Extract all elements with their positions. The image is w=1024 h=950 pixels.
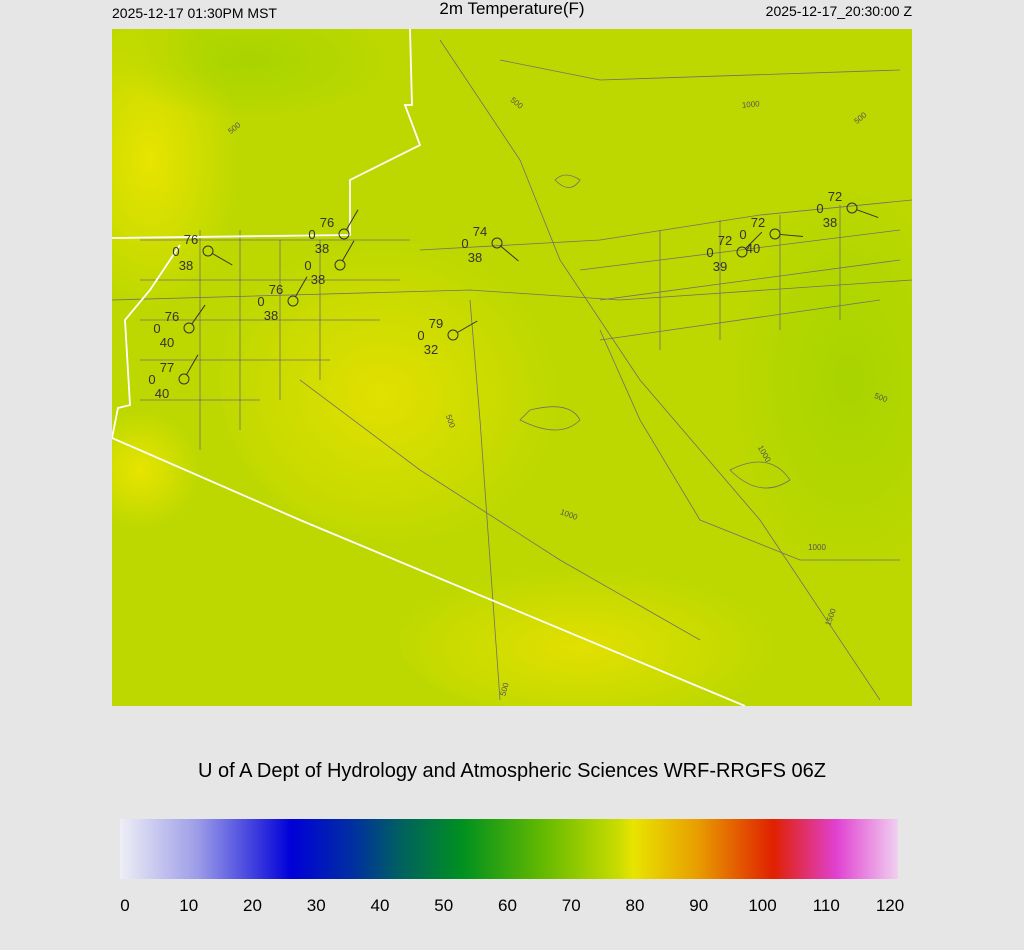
station-circle xyxy=(334,259,346,271)
station-temperature: 72 xyxy=(751,215,765,230)
valid-time-utc: 2025-12-17_20:30:00 Z xyxy=(766,3,913,19)
colorbar-tick-label: 100 xyxy=(748,896,776,915)
station-plots: 7603876038038760387604077040740387903272… xyxy=(148,189,879,401)
station-dewpoint: 38 xyxy=(179,258,193,273)
colorbar xyxy=(120,819,898,879)
valid-time-local: 2025-12-17 01:30PM MST xyxy=(112,5,277,21)
station-temperature: 77 xyxy=(160,360,174,375)
wind-staff xyxy=(191,304,206,325)
station-circle xyxy=(178,373,190,385)
station-circle xyxy=(338,228,350,240)
station-temperature: 72 xyxy=(718,233,732,248)
station-circle xyxy=(202,245,214,257)
station-dewpoint: 38 xyxy=(311,272,325,287)
station-wind: 0 xyxy=(304,258,311,273)
wind-staff xyxy=(457,320,478,333)
contour-label: 500 xyxy=(499,681,511,697)
colorbar-tick-label: 70 xyxy=(562,896,581,915)
colorbar-tick-label: 30 xyxy=(307,896,326,915)
station-temperature: 79 xyxy=(429,316,443,331)
colorbar-tick-label: 10 xyxy=(179,896,198,915)
station-dewpoint: 39 xyxy=(713,259,727,274)
station-wind: 0 xyxy=(172,244,179,259)
station-wind: 0 xyxy=(816,201,823,216)
station-dewpoint: 38 xyxy=(468,250,482,265)
wind-staff xyxy=(295,276,308,297)
station-dewpoint: 40 xyxy=(155,386,169,401)
station-temperature: 76 xyxy=(320,215,334,230)
station-circle xyxy=(736,246,748,258)
warm-area xyxy=(220,220,580,540)
colorbar-tick-label: 120 xyxy=(876,896,904,915)
wind-staff xyxy=(856,209,879,219)
colorbar-tick-label: 90 xyxy=(689,896,708,915)
wind-staff xyxy=(500,245,519,262)
colorbar-tick-label: 40 xyxy=(371,896,390,915)
station-dewpoint: 38 xyxy=(315,241,329,256)
station-temperature: 76 xyxy=(165,309,179,324)
warm-area xyxy=(400,560,800,706)
map-title: 2m Temperature(F) xyxy=(439,0,584,18)
contour-label: 1000 xyxy=(808,543,826,552)
station-wind: 0 xyxy=(148,372,155,387)
cool-area xyxy=(730,180,912,580)
wind-staff xyxy=(745,231,763,249)
wind-staff xyxy=(212,253,233,266)
contour-label: 500 xyxy=(873,391,889,404)
colorbar-tick-label: 50 xyxy=(434,896,453,915)
contour-label: 500 xyxy=(444,413,457,429)
warm-area xyxy=(112,410,200,530)
station-circle xyxy=(769,228,781,240)
station-wind: 0 xyxy=(739,227,746,242)
roads xyxy=(112,39,912,701)
station-temperature: 76 xyxy=(269,282,283,297)
borders xyxy=(112,29,746,706)
station-circle xyxy=(287,295,299,307)
station-wind: 0 xyxy=(461,236,468,251)
colorbar-tick-label: 80 xyxy=(626,896,645,915)
station-wind: 0 xyxy=(153,321,160,336)
station-dewpoint: 40 xyxy=(160,335,174,350)
station-wind: 0 xyxy=(417,328,424,343)
wind-staff xyxy=(779,233,803,237)
colorbar-tick-label: 20 xyxy=(243,896,262,915)
station-circle xyxy=(491,237,503,249)
station-temperature: 76 xyxy=(184,232,198,247)
wind-staff xyxy=(186,354,199,375)
colorbar-tick-label: 110 xyxy=(813,896,840,915)
station-circle xyxy=(846,202,858,214)
station-dewpoint: 40 xyxy=(746,241,760,256)
colorbar-tick-label: 0 xyxy=(120,896,129,915)
cool-area xyxy=(112,29,390,120)
colorbar-tick-label: 60 xyxy=(498,896,517,915)
station-wind: 0 xyxy=(308,227,315,242)
station-dewpoint: 32 xyxy=(424,342,438,357)
station-circle xyxy=(183,322,195,334)
station-circle xyxy=(447,329,459,341)
station-temperature: 72 xyxy=(828,189,842,204)
station-wind: 0 xyxy=(257,294,264,309)
wind-staff xyxy=(346,209,359,230)
contour-label: 1000 xyxy=(742,99,761,110)
colorbar-ticks: 0 10 20 30 40 50 60 70 80 90 100 110 120 xyxy=(120,896,904,915)
wind-staff xyxy=(342,240,355,261)
station-temperature: 74 xyxy=(473,224,487,239)
station-wind: 0 xyxy=(706,245,713,260)
station-dewpoint: 38 xyxy=(264,308,278,323)
credit: U of A Dept of Hydrology and Atmospheric… xyxy=(198,760,826,782)
station-dewpoint: 38 xyxy=(823,215,837,230)
